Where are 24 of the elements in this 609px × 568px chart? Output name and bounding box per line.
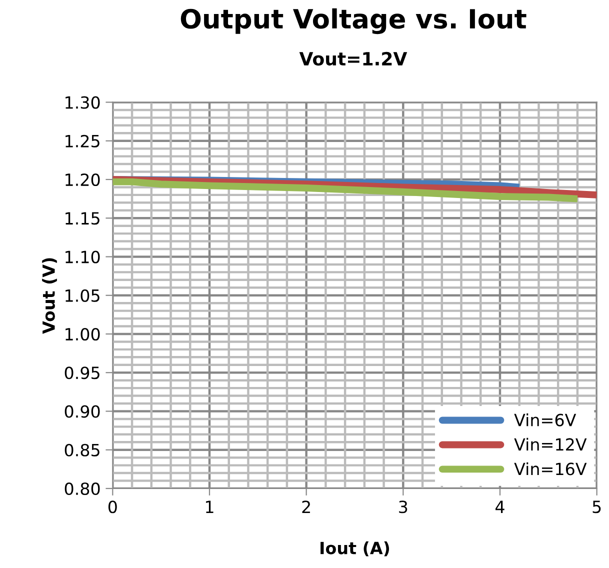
x-axis-title: Iout (A)	[320, 541, 390, 556]
chart-subtitle: Vout=1.2V	[299, 52, 408, 66]
y-tick-label: 0.90	[64, 405, 100, 418]
x-tick-label: 1	[206, 500, 214, 513]
y-axis-title: Vout (V)	[42, 258, 57, 334]
x-tick-label: 0	[108, 500, 117, 514]
x-tick-label: 5	[592, 500, 601, 514]
x-tick-label: 4	[496, 500, 504, 513]
y-tick-label: 1.00	[66, 328, 100, 341]
x-tick-label: 2	[302, 500, 310, 513]
y-tick-label: 1.05	[66, 289, 100, 302]
y-tick-label: 1.25	[66, 134, 100, 148]
chart-title: Output Voltage vs. Iout	[180, 8, 526, 34]
y-tick-label: 0.80	[64, 482, 100, 496]
y-tick-label: 1.30	[66, 96, 100, 109]
legend-label: Vin=12V	[514, 438, 587, 451]
x-tick-label: 3	[399, 500, 408, 514]
y-tick-label: 1.15	[66, 212, 100, 225]
y-tick-label: 0.85	[64, 444, 100, 456]
y-tick-label: 1.10	[66, 250, 100, 264]
y-tick-label: 1.20	[66, 173, 100, 186]
legend-label: Vin=16V	[514, 462, 587, 476]
y-tick-label: 0.95	[64, 366, 100, 380]
legend-label: Vin=6V	[514, 413, 576, 426]
